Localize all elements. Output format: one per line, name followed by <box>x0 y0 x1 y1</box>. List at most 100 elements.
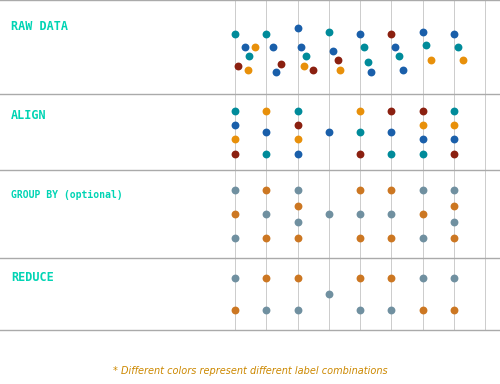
Point <box>325 129 333 136</box>
Point <box>364 59 372 65</box>
Point <box>334 57 342 63</box>
Point <box>367 68 375 74</box>
Point <box>356 129 364 136</box>
Point <box>294 187 302 193</box>
Point <box>395 53 403 60</box>
Point <box>325 291 333 297</box>
Point <box>450 151 458 157</box>
Point <box>294 25 302 31</box>
Point <box>231 307 239 313</box>
Point <box>422 42 430 48</box>
Point <box>262 129 270 136</box>
Point <box>234 63 241 69</box>
Point <box>450 235 458 242</box>
Point <box>387 31 395 37</box>
Point <box>277 61 285 67</box>
Point <box>387 129 395 136</box>
Point <box>231 275 239 281</box>
Point <box>300 63 308 69</box>
Point <box>418 122 426 128</box>
Point <box>387 211 395 217</box>
Point <box>294 219 302 225</box>
Point <box>308 66 316 73</box>
Point <box>262 307 270 313</box>
Point <box>356 187 364 193</box>
Point <box>262 108 270 114</box>
Point <box>262 187 270 193</box>
Point <box>294 203 302 209</box>
Point <box>387 151 395 157</box>
Point <box>231 136 239 142</box>
Point <box>418 151 426 157</box>
Point <box>294 136 302 142</box>
Point <box>268 44 276 50</box>
Point <box>418 136 426 142</box>
Point <box>356 211 364 217</box>
Point <box>231 31 239 37</box>
Point <box>418 187 426 193</box>
Point <box>231 235 239 242</box>
Point <box>398 66 406 73</box>
Point <box>294 275 302 281</box>
Point <box>387 187 395 193</box>
Point <box>450 136 458 142</box>
Point <box>418 307 426 313</box>
Point <box>231 187 239 193</box>
Text: RAW DATA: RAW DATA <box>11 20 68 33</box>
Point <box>245 53 252 60</box>
Point <box>418 211 426 217</box>
Point <box>294 307 302 313</box>
Point <box>231 211 239 217</box>
Point <box>450 108 458 114</box>
Text: GROUP BY (optional): GROUP BY (optional) <box>11 190 122 200</box>
Point <box>262 235 270 242</box>
Point <box>387 307 395 313</box>
Point <box>427 57 435 63</box>
Point <box>231 108 239 114</box>
Point <box>387 275 395 281</box>
Point <box>294 108 302 114</box>
Text: REDUCE: REDUCE <box>11 271 54 285</box>
Point <box>272 68 280 74</box>
Point <box>231 151 239 157</box>
Point <box>450 203 458 209</box>
Point <box>336 66 344 73</box>
Point <box>360 44 368 50</box>
Point <box>302 53 310 60</box>
Point <box>450 31 458 37</box>
Point <box>356 108 364 114</box>
Point <box>241 44 249 50</box>
Point <box>231 122 239 128</box>
Point <box>450 187 458 193</box>
Point <box>450 219 458 225</box>
Point <box>387 235 395 242</box>
Point <box>294 151 302 157</box>
Point <box>450 122 458 128</box>
Point <box>418 235 426 242</box>
Point <box>454 44 462 50</box>
Point <box>325 211 333 217</box>
Point <box>356 31 364 37</box>
Text: * Different colors represent different label combinations: * Different colors represent different l… <box>112 366 388 376</box>
Point <box>294 122 302 128</box>
Point <box>458 57 466 63</box>
Point <box>262 275 270 281</box>
Point <box>450 307 458 313</box>
Point <box>356 275 364 281</box>
Point <box>450 275 458 281</box>
Point <box>262 211 270 217</box>
Point <box>418 108 426 114</box>
Point <box>297 44 305 50</box>
Point <box>325 29 333 35</box>
Point <box>262 151 270 157</box>
Point <box>356 235 364 242</box>
Point <box>356 151 364 157</box>
Point <box>251 44 259 50</box>
Point <box>328 48 336 54</box>
Point <box>391 44 399 50</box>
Point <box>262 31 270 37</box>
Point <box>387 108 395 114</box>
Point <box>244 66 252 73</box>
Point <box>418 275 426 281</box>
Point <box>418 29 426 35</box>
